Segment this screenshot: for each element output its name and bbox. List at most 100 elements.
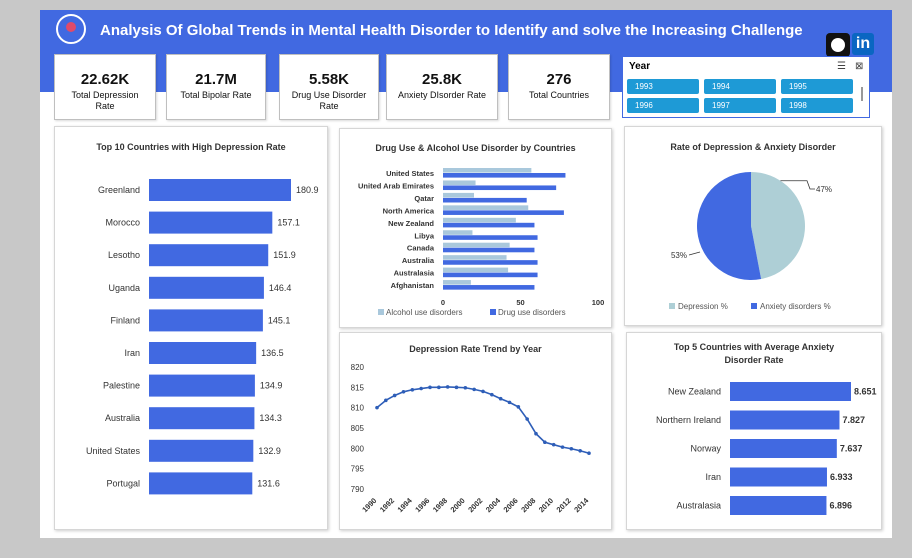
alcohol-bar bbox=[443, 230, 473, 235]
x-tick-label: 100 bbox=[592, 298, 605, 307]
legend-label: Alcohol use disorders bbox=[386, 308, 462, 317]
data-point bbox=[401, 390, 406, 394]
x-tick-label: 2006 bbox=[502, 496, 520, 514]
year-slicer[interactable]: Year ☰ ⊠ 1993 1994 1995 1996 1997 1998 bbox=[622, 56, 870, 118]
alcohol-bar bbox=[443, 242, 510, 248]
data-point bbox=[375, 405, 379, 410]
data-label: 6.896 bbox=[829, 501, 852, 511]
alcohol-bar bbox=[443, 255, 507, 260]
data-label: 145.1 bbox=[268, 315, 291, 325]
data-label: 8.651 bbox=[854, 387, 877, 397]
kpi-total-depression: 22.62K Total Depression Rate bbox=[54, 54, 156, 120]
chart-title: Rate of Depression & Anxiety Disorder bbox=[670, 142, 836, 152]
pie-slice bbox=[697, 172, 762, 280]
data-label: 157.1 bbox=[277, 218, 300, 228]
x-tick-label: 1990 bbox=[360, 496, 378, 514]
depression-trend-panel: Depression Rate Trend by Year 790 795 800 8… bbox=[339, 332, 612, 530]
x-tick-label: 2008 bbox=[519, 496, 537, 514]
slicer-item-1995[interactable]: 1995 bbox=[781, 79, 853, 94]
data-point bbox=[516, 405, 521, 409]
bar bbox=[730, 439, 837, 458]
kpi-label: Total Countries bbox=[528, 90, 590, 100]
chart-title: Top 5 Countries with Average Anxiety Dis… bbox=[673, 342, 835, 365]
bar bbox=[730, 467, 827, 487]
github-icon[interactable] bbox=[826, 33, 850, 57]
x-tick-label: 2000 bbox=[449, 496, 467, 514]
linkedin-icon[interactable]: in bbox=[852, 33, 874, 55]
x-tick-label: 2004 bbox=[484, 495, 503, 514]
kpi-anxiety: 25.8K Anxiety DIsorder Rate bbox=[386, 54, 498, 120]
alcohol-bar bbox=[443, 168, 532, 173]
data-point bbox=[472, 387, 476, 392]
top5-anxiety-panel: Top 5 Countries with Average Anxiety Dis… bbox=[626, 332, 882, 530]
bar bbox=[730, 496, 827, 515]
leader-line bbox=[688, 251, 701, 256]
drug-bar bbox=[443, 272, 538, 278]
top10-depression-panel: Top 10 Countries with High Depression Ra… bbox=[54, 126, 328, 530]
bar bbox=[730, 410, 840, 430]
category-label: Norway bbox=[690, 444, 721, 454]
depression-anxiety-pie-chart: 47% 53% Depression % Anxiety disorders % bbox=[669, 172, 832, 311]
y-tick-label: 815 bbox=[351, 383, 365, 392]
data-label: 6.933 bbox=[830, 472, 853, 482]
kpi-value: 5.58K bbox=[308, 71, 350, 88]
data-label: 180.9 bbox=[296, 185, 319, 195]
kpi-label: Total Bipolar Rate bbox=[180, 90, 252, 100]
data-label: 151.9 bbox=[273, 250, 296, 260]
x-tick-label: 50 bbox=[516, 298, 524, 307]
drug-alcohol-panel: Drug Use & Alcohol Use Disorder by Count… bbox=[339, 128, 612, 328]
bar bbox=[149, 374, 255, 397]
clear-filter-icon[interactable]: ⊠ bbox=[855, 61, 864, 72]
x-tick-label: 1996 bbox=[413, 496, 431, 514]
pie-slice bbox=[751, 172, 806, 280]
multi-select-icon[interactable]: ☰ bbox=[837, 61, 846, 72]
data-point bbox=[490, 392, 494, 397]
category-label: Qatar bbox=[414, 194, 434, 203]
kpi-label: Total Depression Rate bbox=[71, 90, 139, 111]
slicer-scrollbar[interactable] bbox=[861, 87, 863, 101]
data-label: 7.637 bbox=[840, 444, 863, 454]
category-label: Libya bbox=[414, 231, 434, 240]
drug-bar bbox=[443, 285, 535, 290]
category-label: United Arab Emirates bbox=[358, 181, 434, 190]
slicer-item-1994[interactable]: 1994 bbox=[704, 79, 776, 94]
slicer-item-1996[interactable]: 1996 bbox=[627, 98, 699, 113]
slicer-item-1997[interactable]: 1997 bbox=[704, 98, 776, 113]
data-label: 134.9 bbox=[260, 381, 283, 391]
bar bbox=[149, 179, 291, 201]
y-tick-label: 820 bbox=[351, 363, 365, 372]
slicer-title: Year bbox=[629, 61, 651, 72]
kpi-value: 22.62K bbox=[80, 71, 130, 88]
trend-line bbox=[376, 386, 590, 454]
data-point bbox=[587, 451, 591, 456]
top5-anxiety-chart: New Zealand 8.651 Northern Ireland 7.827 Nor… bbox=[656, 382, 877, 515]
alcohol-bar bbox=[443, 205, 529, 210]
x-tick-label: 1994 bbox=[396, 495, 415, 514]
kpi-total-bipolar: 21.7M Total Bipolar Rate bbox=[166, 54, 266, 120]
data-point bbox=[481, 389, 485, 394]
legend-label: Drug use disorders bbox=[498, 308, 566, 317]
data-point bbox=[454, 385, 459, 390]
category-label: Iran bbox=[705, 472, 721, 482]
data-point bbox=[463, 385, 468, 390]
data-label: 146.4 bbox=[269, 283, 292, 293]
slicer-item-1993[interactable]: 1993 bbox=[627, 79, 699, 94]
x-tick-label: 2014 bbox=[572, 495, 591, 514]
legend-swatch bbox=[751, 303, 757, 309]
data-point bbox=[419, 386, 423, 391]
category-label: Morocco bbox=[105, 218, 140, 228]
x-tick-label: 0 bbox=[441, 298, 445, 307]
data-point bbox=[410, 387, 415, 392]
drug-bar bbox=[443, 197, 527, 203]
slicer-item-1998[interactable]: 1998 bbox=[781, 98, 853, 113]
bar bbox=[730, 382, 851, 401]
slice-label: 47% bbox=[816, 185, 832, 194]
category-label: New Zealand bbox=[668, 387, 721, 397]
category-label: Finland bbox=[110, 315, 140, 325]
kpi-value: 276 bbox=[546, 71, 572, 88]
bar bbox=[149, 244, 269, 267]
legend-swatch bbox=[669, 303, 675, 309]
category-label: United States bbox=[86, 446, 141, 456]
bar bbox=[149, 407, 255, 430]
x-tick-label: 2012 bbox=[555, 496, 573, 514]
